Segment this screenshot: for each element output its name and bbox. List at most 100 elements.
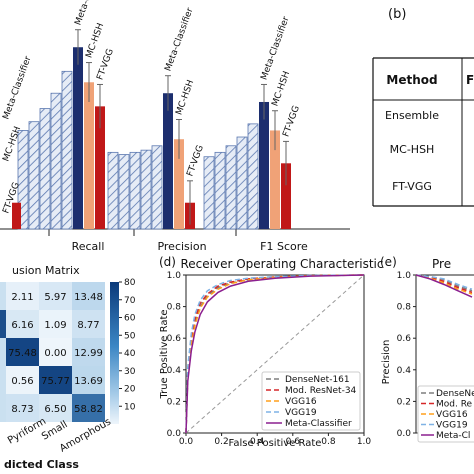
cm-cell (39, 282, 72, 310)
roc-legend-entry: VGG16 (285, 397, 317, 407)
cm-cell (0, 310, 6, 338)
table-header-method: Method (386, 73, 437, 87)
cm-cell (72, 366, 105, 394)
precision-y-tick-label: 0.4 (397, 366, 412, 376)
roc-x-tick-label: 0.2 (214, 437, 228, 447)
roc-y-tick-label: 0.6 (167, 334, 182, 344)
roc-legend-entry: VGG19 (285, 408, 317, 418)
bar-baseline-f1score (225, 145, 237, 230)
roc-curve-vgg19 (185, 274, 365, 434)
table-row-ensemble: Ensemble (385, 109, 439, 122)
precision-curve-vgg19 (415, 274, 473, 290)
precision-curve-meta-classifier (415, 274, 473, 298)
cm-cell (72, 394, 105, 422)
cm-cell (6, 282, 39, 310)
cm-cell-value: 8.73 (11, 404, 33, 415)
table-row-mc-hsh: MC-HSH (390, 143, 435, 156)
cm-cell-value: 5.97 (44, 292, 66, 303)
colorbar-tick-label: 30 (124, 367, 136, 377)
bar-baseline-precision (151, 145, 163, 230)
roc-ylabel: True Positive Rate (159, 309, 170, 399)
cm-cell-value: 0.00 (44, 348, 66, 359)
bar-baseline-f1score (214, 151, 226, 230)
colorbar-tick-label: 10 (124, 402, 136, 412)
roc-diagonal (185, 274, 365, 434)
cm-cell-value: 13.48 (74, 292, 103, 303)
cm-cell (39, 366, 72, 394)
roc-x-tick-label: 0.0 (179, 437, 194, 447)
cm-cell-value: 6.50 (44, 404, 66, 415)
bar-meta-classifier-precision (163, 93, 173, 229)
roc-y-tick-label: 0.0 (167, 429, 182, 439)
roc-title: Receiver Operating Characteristic (180, 257, 383, 271)
bar-baseline-f1score (247, 123, 259, 230)
bar-baseline-precision (107, 151, 119, 230)
roc-y-tick-label: 0.8 (167, 303, 182, 313)
panel-label-b: (b) (388, 7, 406, 22)
x-tick-amorphous: Amorphous (58, 416, 113, 454)
precision-legend-entry: Mod. Re (436, 400, 473, 410)
cm-cell-value: 75.48 (8, 348, 37, 359)
cm-cell-value: 58.82 (74, 404, 103, 415)
bar-baseline-f1score (236, 136, 248, 230)
bar-label-mc-hsh: MC-HSH (270, 70, 292, 108)
roc-x-tick-label: 0.8 (321, 437, 336, 447)
cm-cell (39, 338, 72, 366)
cm-cell (6, 366, 39, 394)
table-row-ft-vgg: FT-VGG (392, 180, 432, 193)
bar-baseline-precision (129, 151, 141, 230)
precision-legend-box (417, 385, 474, 443)
panel-label-d: (d) (159, 255, 176, 269)
cm-cell (6, 310, 39, 338)
category-label-f1: F1 Score (260, 240, 308, 253)
bar-label-mc-hsh: MC-HSH (84, 22, 106, 60)
cm-cell (72, 282, 105, 310)
roc-x-tick-label: 1.0 (357, 437, 372, 447)
roc-curve-meta-classifier (185, 274, 365, 434)
bar-baseline-recall (39, 108, 51, 230)
cm-cell (39, 394, 72, 422)
roc-curves (185, 274, 365, 434)
precision-curves (415, 274, 473, 298)
precision-y-tick-label: 0.6 (397, 334, 412, 344)
bar-label-meta-classifier: Meta-Classifier (73, 0, 105, 27)
precision-legend-entry: DenseNet (436, 389, 474, 399)
bar-label-ft-vgg: FT-VGG (185, 144, 206, 178)
cm-cell (0, 394, 6, 422)
precision-y-tick-label: 0.0 (397, 429, 412, 439)
precision-legend-entry: Meta-Cl (436, 431, 470, 441)
category-label-recall: Recall (72, 240, 105, 253)
roc-x-tick-label: 0.4 (250, 437, 265, 447)
bar-label-ft-vgg: FT-VGG (95, 47, 116, 81)
confusion-matrix-title: usion Matrix (12, 264, 80, 277)
bar-mc-hsh-precision (174, 139, 184, 229)
cm-cell-value: 12.99 (74, 348, 103, 359)
cm-cell-value: 8.77 (77, 320, 99, 331)
colorbar-ticks: 80 70 60 50 40 30 20 10 (119, 278, 136, 412)
method-table-panel: (b) Method F1 Ensemble MC-HSH FT-VGG (372, 7, 474, 207)
roc-legend-box (261, 371, 361, 431)
bar-ft-vgg-partial (12, 202, 21, 229)
cm-cell (0, 282, 6, 310)
roc-legend-entry: DenseNet-161 (285, 375, 350, 385)
roc-ticks: 0.0 0.2 0.4 0.6 0.8 1.0 0.0 0.2 0.4 0.6 0.8 1.0 (167, 271, 372, 447)
roc-y-tick-label: 0.2 (167, 397, 181, 407)
cm-cell (6, 394, 39, 422)
precision-legend-entry: VGG19 (436, 421, 468, 431)
roc-x-tick-label: 0.6 (286, 437, 301, 447)
bar-ft-vgg-recall (95, 106, 105, 229)
roc-y-tick-label: 1.0 (167, 271, 182, 281)
colorbar (110, 282, 119, 424)
precision-y-tick-label: 0.2 (397, 397, 411, 407)
cm-cell-value: 6.16 (11, 320, 33, 331)
confusion-matrix-cells: 2.11 5.97 13.48 6.16 1.09 8.77 75.48 0.00 12.99 0… (0, 282, 105, 422)
precision-y-tick-label: 1.0 (397, 271, 412, 281)
table-header-f1: F1 (466, 73, 474, 87)
cm-cell-value: 13.69 (74, 376, 103, 387)
bar-label-ft-vgg: FT-VGG (281, 104, 302, 138)
cm-cell (0, 338, 6, 366)
